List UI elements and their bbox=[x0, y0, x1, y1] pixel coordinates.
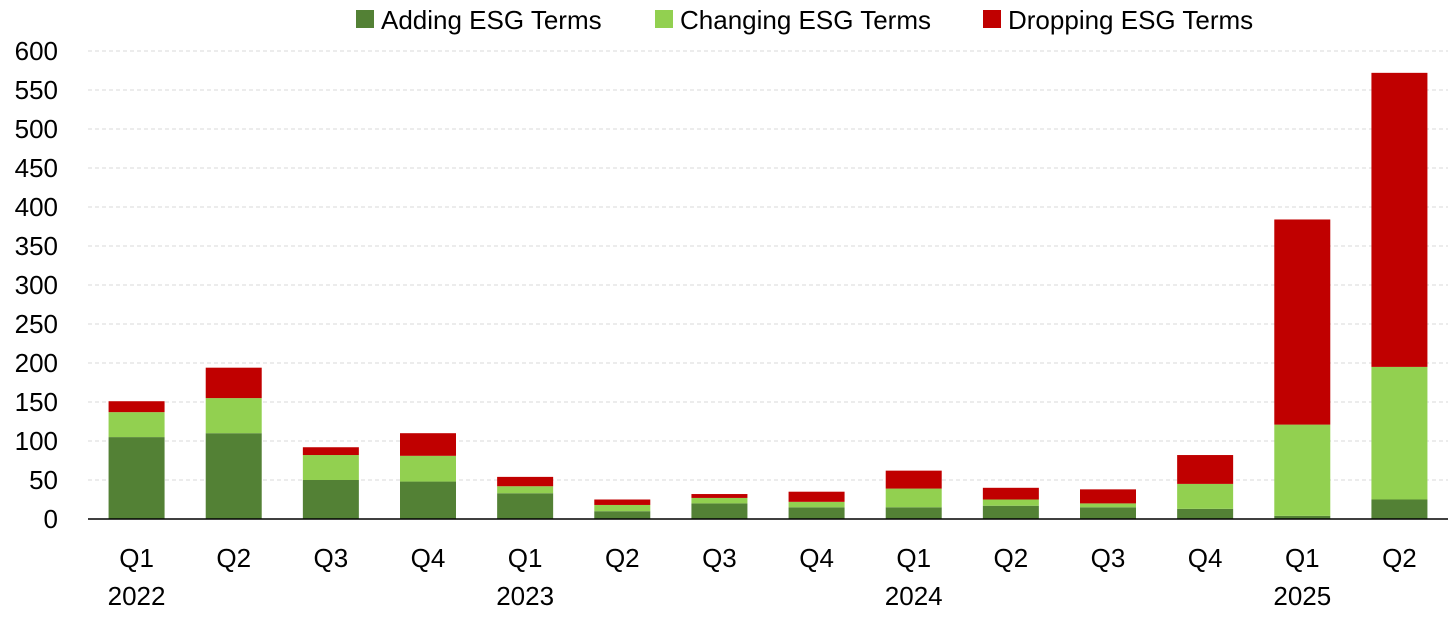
bar-segment-changing bbox=[594, 504, 651, 512]
bar-segment-dropping bbox=[205, 367, 262, 399]
bar-segment-dropping bbox=[594, 499, 651, 505]
bar-segment-adding bbox=[982, 505, 1039, 519]
bar-segment-adding bbox=[108, 437, 165, 519]
bar-segment-dropping bbox=[108, 401, 165, 413]
y-tick-label: 600 bbox=[15, 36, 58, 66]
legend-label: Adding ESG Terms bbox=[381, 5, 602, 35]
bar-segment-dropping bbox=[1080, 489, 1136, 504]
y-tick-label: 550 bbox=[15, 75, 58, 105]
bar-segment-adding bbox=[1177, 508, 1234, 519]
bar-segment-dropping bbox=[982, 487, 1039, 500]
x-tick-label: Q2 bbox=[994, 543, 1029, 573]
bar-segment-changing bbox=[982, 499, 1039, 506]
x-tick-label: Q3 bbox=[314, 543, 349, 573]
bar-segment-changing bbox=[1371, 366, 1428, 500]
bar-segment-dropping bbox=[691, 494, 748, 498]
x-tick-label: Q1 bbox=[508, 543, 543, 573]
bar-segment-adding bbox=[788, 507, 845, 519]
x-year-label: 2024 bbox=[885, 581, 943, 611]
x-tick-label: Q2 bbox=[216, 543, 251, 573]
bars bbox=[108, 72, 1428, 519]
legend-swatch bbox=[655, 10, 673, 28]
x-year-label: 2022 bbox=[108, 581, 166, 611]
bar-segment-changing bbox=[400, 455, 456, 482]
bar-segment-dropping bbox=[1274, 219, 1331, 425]
legend-swatch bbox=[356, 10, 374, 28]
bar-segment-dropping bbox=[497, 476, 554, 487]
bar-segment-changing bbox=[1080, 503, 1136, 508]
y-tick-label: 400 bbox=[15, 192, 58, 222]
y-axis: 0 50 100 150 200 250 300 350 400 450 500 550 600 bbox=[15, 36, 58, 534]
bar-segment-adding bbox=[497, 493, 554, 519]
bar-segment-changing bbox=[302, 455, 359, 480]
bar-segment-adding bbox=[1274, 515, 1331, 519]
y-tick-label: 300 bbox=[15, 270, 58, 300]
y-tick-label: 450 bbox=[15, 153, 58, 183]
y-tick-label: 150 bbox=[15, 387, 58, 417]
bar-segment-changing bbox=[1177, 483, 1234, 509]
bar-segment-changing bbox=[885, 488, 942, 508]
x-tick-label: Q2 bbox=[605, 543, 640, 573]
bar-segment-changing bbox=[788, 501, 845, 508]
bar-segment-adding bbox=[1371, 499, 1428, 519]
bar-segment-adding bbox=[885, 507, 942, 519]
x-tick-label: Q1 bbox=[1285, 543, 1320, 573]
x-tick-label: Q4 bbox=[1188, 543, 1223, 573]
legend-label: Dropping ESG Terms bbox=[1008, 5, 1253, 35]
x-tick-label: Q3 bbox=[702, 543, 737, 573]
x-tick-label: Q1 bbox=[119, 543, 154, 573]
x-tick-label: Q4 bbox=[799, 543, 834, 573]
x-tick-label: Q3 bbox=[1091, 543, 1126, 573]
bar-segment-adding bbox=[205, 433, 262, 519]
bar-segment-dropping bbox=[302, 447, 359, 456]
legend: Adding ESG Terms Changing ESG Terms Droppi… bbox=[356, 5, 1253, 35]
y-tick-label: 250 bbox=[15, 309, 58, 339]
bar-segment-changing bbox=[205, 398, 262, 434]
bar-segment-dropping bbox=[1177, 455, 1234, 484]
x-year-label: 2023 bbox=[496, 581, 554, 611]
y-tick-label: 200 bbox=[15, 348, 58, 378]
x-tick-label: Q2 bbox=[1382, 543, 1417, 573]
bar-segment-dropping bbox=[400, 433, 456, 456]
bar-segment-changing bbox=[497, 486, 554, 494]
bar-segment-dropping bbox=[1371, 72, 1428, 367]
y-tick-label: 350 bbox=[15, 231, 58, 261]
bar-segment-changing bbox=[108, 412, 165, 438]
bar-segment-adding bbox=[1080, 507, 1136, 519]
x-year-label: 2025 bbox=[1273, 581, 1331, 611]
y-tick-label: 50 bbox=[29, 465, 58, 495]
x-tick-label: Q4 bbox=[411, 543, 446, 573]
bar-segment-dropping bbox=[788, 491, 845, 502]
x-axis: Q1 Q2 Q3 Q4 Q1 Q2 Q3 Q4 Q1 Q2 Q3 Q4 Q1 Q2 2022 2023 2024… bbox=[108, 543, 1417, 611]
gridlines bbox=[88, 50, 1448, 481]
legend-label: Changing ESG Terms bbox=[680, 5, 931, 35]
legend-swatch bbox=[983, 10, 1001, 28]
bar-segment-dropping bbox=[885, 470, 942, 489]
y-tick-label: 100 bbox=[15, 426, 58, 456]
bar-segment-adding bbox=[302, 480, 359, 519]
bar-segment-adding bbox=[691, 503, 748, 519]
x-tick-label: Q1 bbox=[896, 543, 931, 573]
bar-segment-changing bbox=[1274, 424, 1331, 516]
bar-segment-changing bbox=[691, 497, 748, 504]
y-tick-label: 0 bbox=[44, 504, 58, 534]
bar-segment-adding bbox=[594, 511, 651, 519]
bar-segment-adding bbox=[400, 481, 456, 519]
y-tick-label: 500 bbox=[15, 114, 58, 144]
